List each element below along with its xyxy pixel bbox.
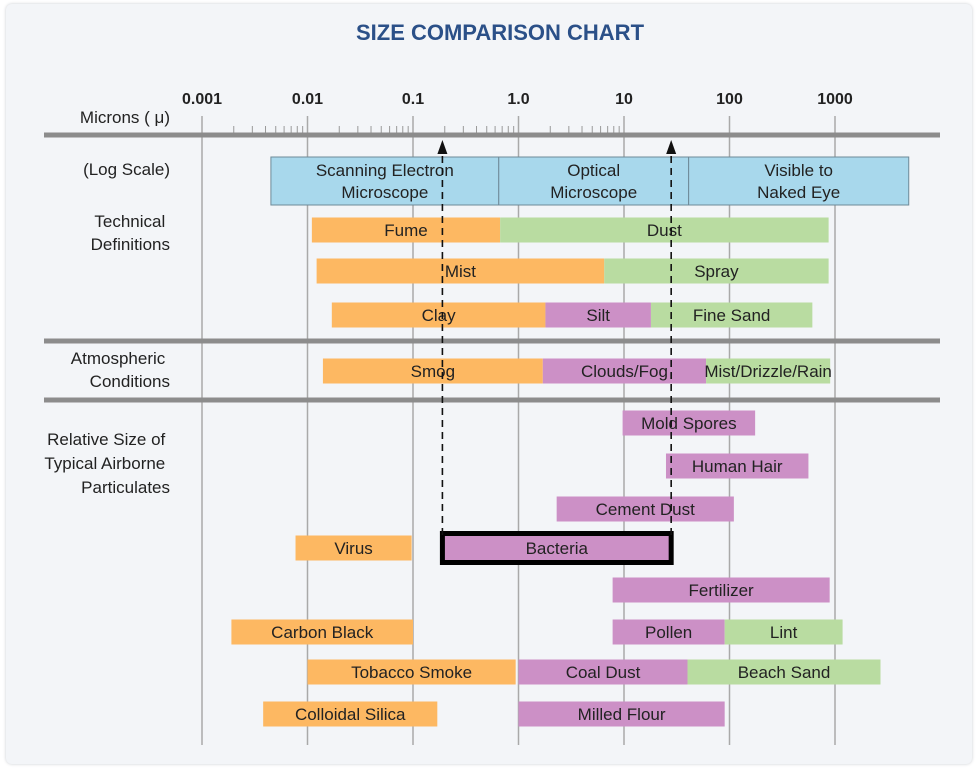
section-label-particulates: Relative Size of Typical Airborne Partic… xyxy=(44,430,170,497)
bar-mold-spores xyxy=(622,410,756,436)
x-tick-label: 1.0 xyxy=(507,91,529,108)
x-tick-label: 0.001 xyxy=(182,91,222,108)
bar-coal-dust xyxy=(518,659,688,685)
bar-dust xyxy=(500,217,829,243)
bar-scanning-electron-microscope xyxy=(270,156,500,206)
bar-lint xyxy=(724,619,843,645)
x-tick-label: 10 xyxy=(615,91,633,108)
bar-label: Fine Sand xyxy=(693,306,771,325)
bar-clouds-fog xyxy=(542,358,707,384)
bar-cement-dust xyxy=(556,496,734,522)
bar-label: Beach Sand xyxy=(738,663,831,682)
bar-label: Human Hair xyxy=(692,457,783,476)
bar-label: Spray xyxy=(694,262,739,281)
bar-label: Visible to Naked Eye xyxy=(757,161,840,202)
log-scale-note: (Log Scale) xyxy=(83,160,170,179)
bar-bacteria xyxy=(442,535,672,561)
bar-human-hair xyxy=(665,453,809,479)
bar-label: Fume xyxy=(384,221,427,240)
bar-label: Dust xyxy=(647,221,682,240)
section-label-atmospheric: Atmospheric Conditions xyxy=(71,349,170,391)
x-tick-label: 1000 xyxy=(817,91,853,108)
bar-fine-sand xyxy=(650,302,813,328)
x-tick-label: 0.01 xyxy=(292,91,323,108)
bar-label: Pollen xyxy=(645,623,692,642)
bar-label: Optical Microscope xyxy=(550,161,637,202)
bar-label: Cement Dust xyxy=(596,500,695,519)
bar-label: Scanning Electron Microscope xyxy=(316,161,454,202)
bar-mist xyxy=(316,258,605,284)
bar-smog xyxy=(322,358,543,384)
bar-label: Fertilizer xyxy=(689,581,755,600)
bar-colloidal-silica xyxy=(263,701,438,727)
section-label-technical: Technical Definitions xyxy=(91,212,170,254)
bar-label: Bacteria xyxy=(526,539,589,558)
x-tick-label: 100 xyxy=(716,91,743,108)
arrow-head-icon xyxy=(666,140,677,154)
bar-label: Clouds/Fog xyxy=(581,362,668,381)
x-tick-label: 0.1 xyxy=(402,91,424,108)
bar-beach-sand xyxy=(687,659,881,685)
bar-label: Mist/Drizzle/Rain xyxy=(704,362,832,381)
x-axis-label: Microns ( μ) xyxy=(80,108,170,127)
bar-fume xyxy=(311,217,501,243)
bar-label: Smog xyxy=(411,362,455,381)
bar-label: Mold Spores xyxy=(641,414,736,433)
bar-tobacco-smoke xyxy=(307,659,516,685)
bar-label: Coal Dust xyxy=(566,663,641,682)
bar-pollen xyxy=(612,619,725,645)
bar-label: Silt xyxy=(586,306,610,325)
bar-carbon-black xyxy=(231,619,413,645)
bar-label: Tobacco Smoke xyxy=(351,663,472,682)
bar-label: Virus xyxy=(334,539,372,558)
bar-label: Lint xyxy=(770,623,798,642)
bar-label: Mist xyxy=(445,262,476,281)
bar-spray xyxy=(604,258,829,284)
bar-fertilizer xyxy=(612,577,830,603)
bar-label: Colloidal Silica xyxy=(295,705,406,724)
bar-visible-to-naked-eye xyxy=(688,156,910,206)
bar-label: Milled Flour xyxy=(578,705,666,724)
bar-silt xyxy=(545,302,651,328)
arrow-head-icon xyxy=(437,140,448,154)
bar-milled-flour xyxy=(518,701,725,727)
bar-mist-drizzle-rain xyxy=(706,358,831,384)
bar-highlight-outline xyxy=(439,531,674,565)
bar-virus xyxy=(295,535,412,561)
bar-clay xyxy=(331,302,546,328)
bar-label: Carbon Black xyxy=(271,623,374,642)
bar-label: Clay xyxy=(422,306,457,325)
chart-title: SIZE COMPARISON CHART xyxy=(356,20,645,45)
